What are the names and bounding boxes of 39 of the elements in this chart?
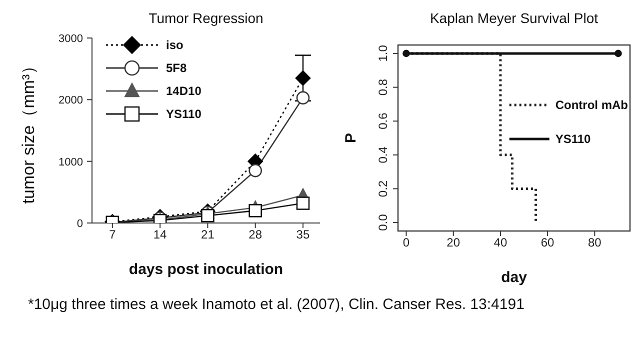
legend-label: Control mAb [555, 98, 628, 112]
legend-label: 5F8 [166, 61, 188, 75]
legend-label: iso [166, 38, 184, 52]
y-axis-title: P [342, 132, 360, 144]
chart-title: Kaplan Meyer Survival Plot [428, 10, 600, 26]
text: *10μg three times a week Inamoto et al. (2007), Clin. Canser Res. 13:4191 [28, 296, 524, 313]
y-tick-label: 0 [76, 218, 83, 230]
y-tick-label: 1000 [58, 156, 83, 168]
x-axis-title: days post inoculation [128, 261, 284, 278]
x-tick-label: 60 [540, 236, 555, 250]
y-tick-label: 0.4 [376, 146, 390, 164]
y-tick-label: 1.0 [376, 44, 390, 62]
y-tick-label: 0.2 [376, 180, 390, 198]
x-tick-label: 28 [248, 228, 262, 242]
y-tick-label: 3000 [58, 33, 83, 45]
point [201, 208, 214, 222]
x-tick-label: 35 [296, 228, 310, 242]
legend-label: YS110 [555, 132, 592, 146]
x-tick-label: 21 [201, 228, 215, 242]
y-tick-label: 0.0 [376, 214, 390, 231]
x-axis-title: day [501, 269, 528, 286]
point [248, 164, 262, 178]
point [296, 91, 310, 104]
legend-label: YS110 [166, 107, 202, 121]
point [248, 204, 262, 218]
x-tick-label: 7 [109, 228, 116, 242]
x-tick-label: 0 [402, 236, 410, 250]
x-tick-label: 14 [153, 228, 168, 242]
y-tick-label: 0.6 [376, 112, 390, 130]
chart-title: Tumor Regression [148, 10, 264, 26]
y-tick-label: 0.8 [376, 78, 390, 96]
y-tick-label: 2000 [58, 94, 83, 107]
x-tick-label: 40 [494, 236, 508, 250]
x-tick-label: 80 [588, 236, 602, 250]
point [295, 70, 311, 86]
legend-label: 14D10 [166, 84, 202, 98]
y-axis-title: tumor size（mm³） [19, 57, 38, 204]
x-tick-label: 20 [446, 236, 460, 250]
point [296, 196, 310, 210]
